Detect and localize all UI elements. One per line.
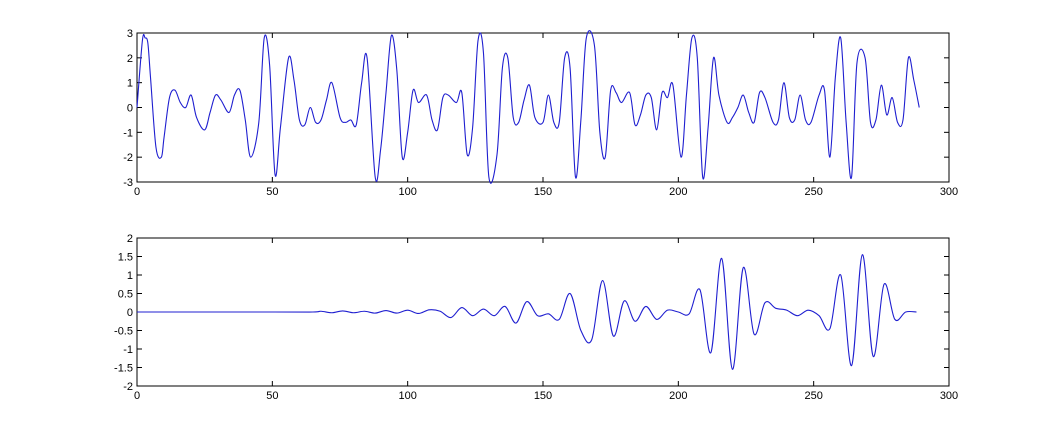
y-tick-label: 1 <box>127 270 133 282</box>
bottom-signal-chart: 0 50 100 150 200 250 300 2 1.5 1 0.5 0 -0.5 -1 -1.5 -2 <box>114 233 958 402</box>
x-tick-label: 50 <box>266 186 278 198</box>
x-tick-label: 250 <box>804 186 822 198</box>
y-tick-label: -3 <box>123 177 133 189</box>
series-line <box>136 254 917 370</box>
axes-frame <box>136 32 950 183</box>
x-tick-label: 150 <box>534 186 552 198</box>
x-tick-label: 300 <box>940 186 958 198</box>
x-tick-label: 300 <box>940 390 958 402</box>
y-tick-label: -2 <box>123 152 133 164</box>
series-line <box>136 30 920 184</box>
x-tick-label: 100 <box>398 186 416 198</box>
x-tick-label: 200 <box>669 390 687 402</box>
y-tick-label: 0 <box>127 307 133 319</box>
y-tick-label: -1 <box>123 344 133 356</box>
y-tick-label: -0.5 <box>114 326 133 338</box>
y-tick-label: 0 <box>127 103 133 115</box>
y-tick-label: 3 <box>127 28 133 40</box>
x-tick-label: 50 <box>266 390 278 402</box>
y-tick-label: -2 <box>123 381 133 393</box>
y-tick-label: 1.5 <box>118 252 133 264</box>
x-tick-label: 250 <box>804 390 822 402</box>
x-tick-label: 100 <box>398 390 416 402</box>
y-tick-label: 2 <box>127 53 133 65</box>
x-tick-label: 0 <box>134 390 140 402</box>
y-tick-label: -1.5 <box>114 363 133 375</box>
y-tick-label: 2 <box>127 233 133 245</box>
y-tick-label: -1 <box>123 127 133 139</box>
x-tick-label: 0 <box>134 186 140 198</box>
x-tick-label: 200 <box>669 186 687 198</box>
y-tick-label: 1 <box>127 78 133 90</box>
x-tick-label: 150 <box>534 390 552 402</box>
top-signal-chart: 0 50 100 150 200 250 300 3 2 1 0 -1 -2 -3 <box>123 28 958 198</box>
y-tick-label: 0.5 <box>118 289 133 301</box>
